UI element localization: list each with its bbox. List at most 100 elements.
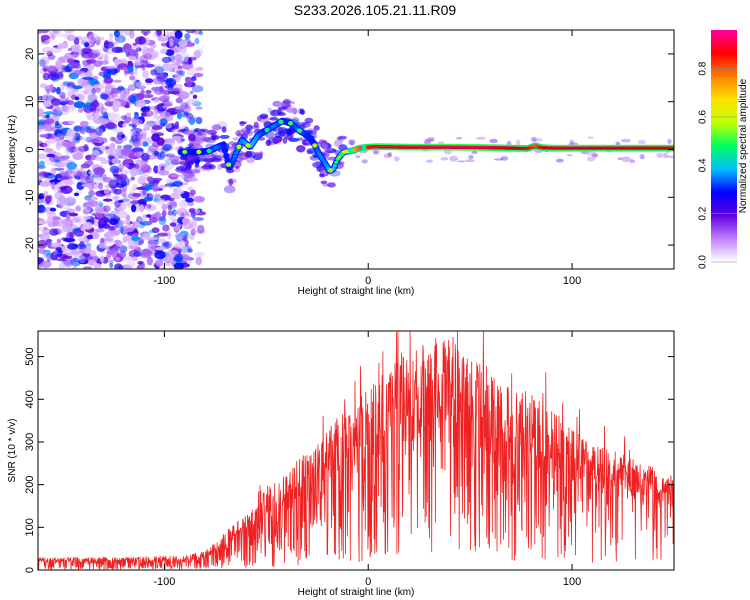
halo-blob xyxy=(468,154,474,160)
noise-blob xyxy=(157,232,168,237)
halo-blob xyxy=(188,133,196,142)
noise-blob xyxy=(38,234,45,238)
halo-blob xyxy=(493,158,504,161)
halo-blob xyxy=(221,126,227,133)
noise-blob xyxy=(117,145,123,149)
noise-blob xyxy=(137,216,144,222)
halo-blob xyxy=(533,138,543,142)
noise-blob xyxy=(163,163,174,170)
noise-blob xyxy=(38,107,45,117)
noise-blob xyxy=(85,70,93,79)
noise-blob xyxy=(137,261,143,265)
halo-blob xyxy=(193,169,201,174)
halo-blob xyxy=(423,140,431,145)
noise-blob xyxy=(47,54,56,60)
noise-blob xyxy=(55,161,65,167)
plot-frame xyxy=(37,330,675,571)
halo-blob xyxy=(202,136,212,142)
halo-blob xyxy=(621,156,631,163)
noise-blob xyxy=(112,99,121,108)
halo-blob xyxy=(620,138,631,143)
noise-blob xyxy=(67,120,76,124)
noise-blob xyxy=(180,138,186,142)
noise-blob xyxy=(146,48,155,53)
noise-blob xyxy=(94,81,101,86)
noise-blob xyxy=(73,192,80,197)
noise-blob xyxy=(141,30,151,35)
ridge-core xyxy=(221,143,226,147)
noise-blob xyxy=(98,56,103,61)
noise-blob xyxy=(119,252,127,257)
noise-blob xyxy=(115,113,121,122)
halo-blob xyxy=(349,141,354,146)
noise-blob xyxy=(129,149,142,153)
y-tick-label: 200 xyxy=(24,475,36,493)
noise-blob xyxy=(157,170,170,176)
noise-blob xyxy=(194,37,200,45)
noise-blob xyxy=(161,209,167,218)
noise-blob xyxy=(98,60,110,65)
halo-blob xyxy=(259,113,269,119)
halo-blob xyxy=(203,157,215,163)
noise-blob xyxy=(86,234,93,240)
noise-blob xyxy=(174,253,184,262)
noise-blob xyxy=(151,125,163,131)
noise-blob xyxy=(161,203,168,211)
noise-blob xyxy=(109,245,114,249)
noise-blob xyxy=(159,118,168,127)
noise-blob xyxy=(129,200,142,205)
noise-blob xyxy=(67,47,73,52)
halo-blob xyxy=(304,117,314,124)
noise-blob xyxy=(198,30,203,36)
noise-blob xyxy=(173,262,185,269)
noise-blob xyxy=(145,78,154,84)
halo-blob xyxy=(586,156,596,162)
noise-blob xyxy=(114,139,123,145)
x-tick-label: 0 xyxy=(365,576,371,588)
halo-blob xyxy=(211,124,220,131)
noise-blob xyxy=(45,138,57,144)
noise-blob xyxy=(78,107,84,113)
noise-blob xyxy=(154,250,166,260)
noise-blob xyxy=(83,144,89,152)
noise-blob xyxy=(134,112,140,120)
halo-blob xyxy=(265,139,272,146)
x-axis-label: Height of straight line (km) xyxy=(298,587,415,598)
halo-blob xyxy=(427,136,435,142)
snr-panel: -100 0 100 0 100 200 300 400 500 Height of straig… xyxy=(7,330,675,598)
noise-blob xyxy=(136,44,148,49)
halo-blob xyxy=(178,161,189,165)
noise-blob xyxy=(54,129,63,138)
noise-blob xyxy=(39,83,47,89)
noise-blob xyxy=(177,70,186,75)
noise-blob xyxy=(132,183,138,192)
noise-blob xyxy=(67,243,79,250)
halo-blob xyxy=(586,150,596,156)
noise-blob xyxy=(156,103,168,112)
noise-blob xyxy=(148,216,158,224)
halo-blob xyxy=(200,128,209,132)
noise-blob xyxy=(152,185,160,192)
noise-blob xyxy=(102,238,114,242)
ridge-hotspot xyxy=(245,143,251,148)
noise-blob xyxy=(143,60,149,66)
noise-blob xyxy=(169,56,181,63)
noise-blob xyxy=(46,65,56,71)
noise-blob xyxy=(45,195,51,204)
noise-blob xyxy=(59,155,66,161)
noise-blob xyxy=(50,253,57,261)
noise-blob xyxy=(174,225,181,233)
noise-blob xyxy=(64,132,76,142)
noise-blob xyxy=(173,210,181,215)
noise-blob xyxy=(175,70,184,75)
noise-blob xyxy=(140,254,152,259)
noise-blob xyxy=(108,226,116,231)
noise-blob xyxy=(188,208,196,213)
noise-blob xyxy=(65,105,76,113)
noise-blob xyxy=(178,40,188,47)
halo-blob xyxy=(274,131,285,139)
y-tick-label: 0 xyxy=(24,567,36,573)
noise-blob xyxy=(153,66,164,76)
noise-blob xyxy=(38,247,46,254)
